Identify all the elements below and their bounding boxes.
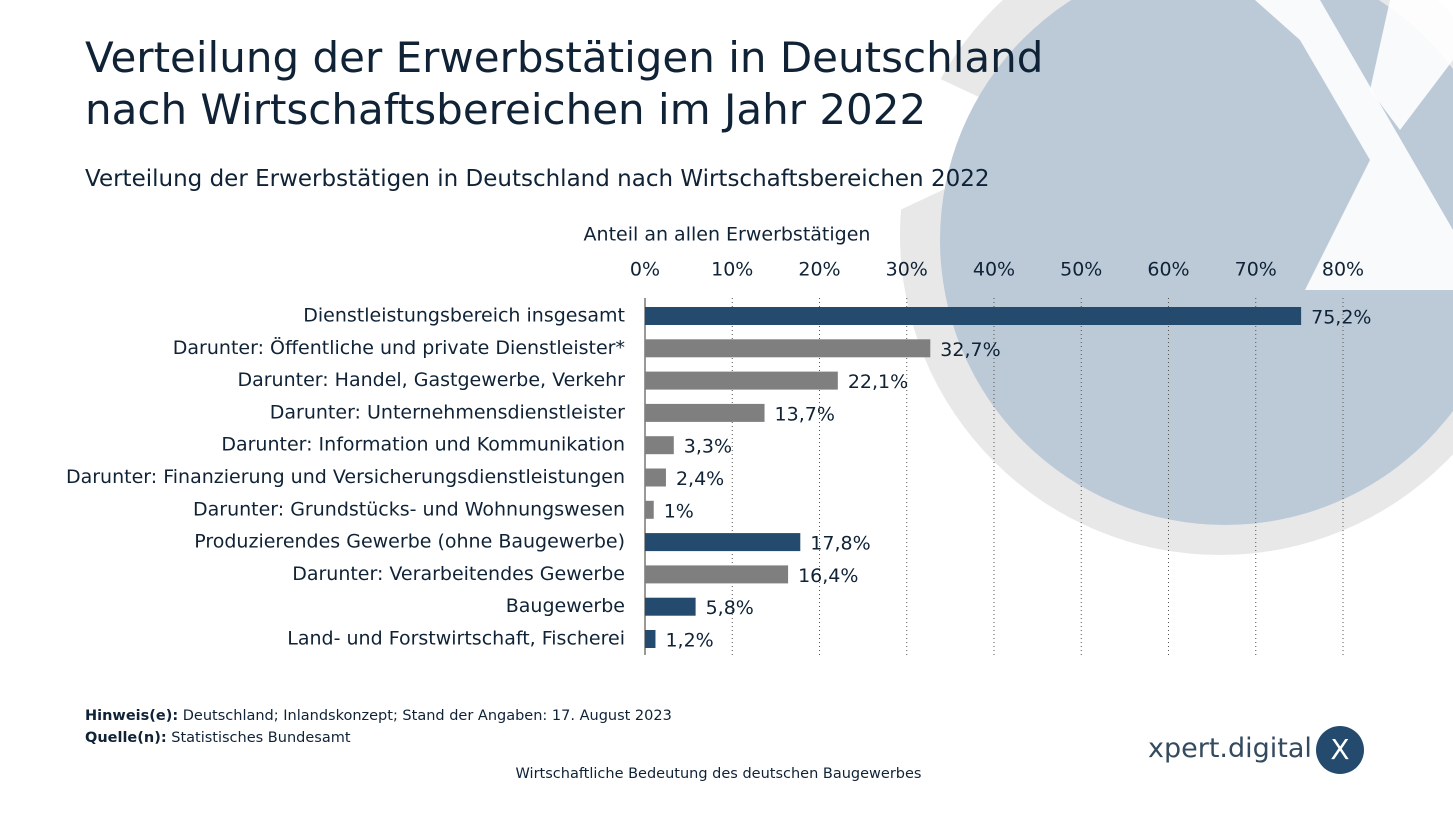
bar: [645, 597, 696, 616]
category-label: Darunter: Finanzierung und Versicherungs…: [66, 466, 625, 488]
chart-title: Verteilung der Erwerbstätigen in Deutsch…: [85, 33, 1044, 134]
logo-mark: X: [1316, 726, 1364, 774]
x-tick-label: 80%: [1322, 259, 1364, 281]
category-label: Darunter: Information und Kommunikation: [221, 434, 625, 456]
bar: [645, 565, 789, 584]
x-tick-label: 70%: [1235, 259, 1277, 281]
note: Hinweis(e): Deutschland; Inlandskonzept;…: [85, 708, 672, 724]
bar: [645, 339, 931, 358]
x-axis-label: Anteil an allen Erwerbstätigen: [584, 224, 871, 246]
x-tick-label: 50%: [1060, 259, 1102, 281]
bar: [645, 403, 765, 422]
note-text: Deutschland; Inlandskonzept; Stand der A…: [182, 708, 672, 724]
x-tick-label: 60%: [1147, 259, 1189, 281]
x-tick-label: 40%: [973, 259, 1015, 281]
note-label: Hinweis(e):: [85, 708, 179, 724]
value-label: 2,4%: [676, 468, 724, 490]
x-tick-label: 30%: [886, 259, 928, 281]
source: Quelle(n): Statistisches Bundesamt: [85, 730, 351, 746]
bar: [645, 468, 666, 487]
x-tick-label: 20%: [798, 259, 840, 281]
value-label: 22,1%: [848, 371, 908, 393]
value-label: 75,2%: [1311, 307, 1371, 329]
value-label: 16,4%: [798, 565, 858, 587]
background-decoration: [900, 0, 1453, 555]
value-label: 13,7%: [775, 403, 835, 425]
chart-subtitle: Verteilung der Erwerbstätigen in Deutsch…: [85, 166, 990, 192]
category-label: Dienstleistungsbereich insgesamt: [303, 305, 625, 327]
x-tick-label: 0%: [630, 259, 660, 281]
category-label: Land- und Forstwirtschaft, Fischerei: [287, 628, 625, 650]
category-label: Darunter: Handel, Gastgewerbe, Verkehr: [237, 369, 625, 391]
category-label: Produzierendes Gewerbe (ohne Baugewerbe): [194, 531, 625, 553]
category-label: Darunter: Grundstücks- und Wohnungswesen: [193, 498, 625, 520]
category-label: Darunter: Verarbeitendes Gewerbe: [292, 563, 625, 585]
bar: [645, 500, 654, 519]
x-tick-label: 10%: [711, 259, 753, 281]
bar: [645, 630, 656, 648]
category-label: Darunter: Öffentliche und private Dienst…: [173, 336, 625, 359]
source-text: Statistisches Bundesamt: [171, 730, 351, 746]
bar: [645, 371, 838, 390]
bar: [645, 533, 801, 552]
caption: Wirtschaftliche Bedeutung des deutschen …: [515, 766, 922, 782]
value-label: 1,2%: [665, 630, 713, 652]
value-label: 1%: [664, 500, 694, 522]
value-label: 17,8%: [810, 533, 870, 555]
category-label: Baugewerbe: [506, 595, 625, 617]
category-label: Darunter: Unternehmensdienstleister: [270, 401, 625, 423]
bar: [645, 436, 674, 455]
value-label: 32,7%: [940, 339, 1000, 361]
bar: [645, 307, 1302, 325]
logo-text: xpert.digital: [1148, 733, 1312, 764]
value-label: 5,8%: [706, 597, 754, 619]
source-label: Quelle(n):: [85, 730, 167, 746]
value-label: 3,3%: [684, 436, 732, 458]
